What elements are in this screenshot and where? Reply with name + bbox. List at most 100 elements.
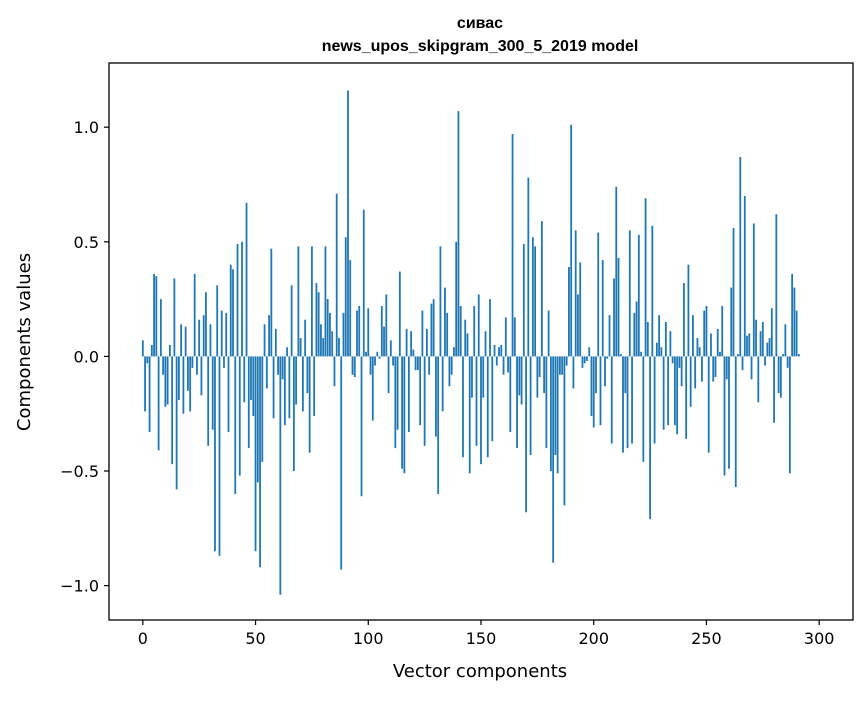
bar-271 (752, 223, 755, 357)
bar-171 (527, 177, 530, 357)
bar-107 (383, 326, 385, 357)
bar-30 (209, 324, 212, 357)
bar-184 (556, 356, 559, 474)
bar-200 (592, 356, 595, 428)
bar-40 (232, 269, 234, 357)
bar-242 (687, 264, 690, 357)
bar-258 (723, 356, 726, 476)
bar-1 (144, 356, 146, 412)
bar-218 (633, 312, 636, 357)
bar-252 (710, 333, 712, 357)
bar-199 (590, 356, 593, 416)
bar-96 (358, 305, 361, 357)
bar-237 (676, 356, 679, 435)
bar-6 (155, 276, 158, 357)
plot-frame (108, 62, 854, 621)
bar-163 (509, 356, 512, 433)
bar-129 (432, 299, 435, 357)
bar-154 (489, 299, 491, 357)
y-tick-label: −0.5 (60, 462, 99, 481)
bar-127 (428, 356, 431, 375)
bar-20 (187, 356, 189, 391)
bar-124 (421, 310, 424, 357)
bar-55 (265, 356, 268, 389)
bar-69 (297, 246, 300, 357)
bar-280 (773, 356, 775, 423)
bar-286 (786, 356, 789, 368)
bar-138 (453, 347, 455, 357)
bar-47 (247, 356, 250, 449)
bar-283 (779, 356, 782, 398)
y-tick-label: 0.0 (74, 347, 99, 366)
bar-97 (360, 356, 363, 497)
bar-164 (511, 134, 514, 357)
bar-261 (730, 287, 733, 357)
bar-224 (646, 322, 649, 357)
bar-27 (202, 315, 205, 357)
bar-132 (439, 246, 442, 357)
bar-238 (678, 356, 681, 368)
bar-158 (498, 347, 500, 357)
bar-32 (214, 356, 216, 552)
bar-104 (376, 351, 379, 357)
bar-18 (182, 356, 185, 414)
bar-248 (701, 356, 703, 382)
bar-220 (637, 234, 640, 357)
bar-162 (507, 356, 509, 373)
bar-118 (407, 356, 410, 433)
bar-16 (177, 356, 180, 400)
bar-173 (531, 237, 534, 357)
bar-62 (281, 356, 284, 380)
bar-266 (741, 356, 744, 371)
bar-82 (326, 299, 329, 357)
bar-146 (471, 356, 473, 398)
bar-77 (315, 283, 318, 357)
bar-101 (369, 356, 372, 375)
bar-182 (552, 356, 555, 563)
bar-198 (588, 347, 591, 357)
bar-37 (225, 312, 228, 357)
bar-102 (371, 356, 374, 421)
bar-122 (416, 356, 419, 371)
bar-284 (782, 354, 785, 357)
bar-197 (586, 356, 588, 361)
bar-250 (705, 305, 708, 357)
bar-262 (732, 228, 735, 357)
bar-175 (536, 356, 539, 398)
bar-72 (304, 319, 307, 357)
bar-188 (565, 356, 568, 366)
bar-136 (448, 356, 451, 387)
bar-288 (791, 273, 794, 357)
y-tick-label: 0.5 (74, 233, 99, 252)
bar-172 (529, 356, 532, 455)
bar-157 (495, 356, 498, 366)
bar-45 (243, 356, 246, 403)
bar-68 (295, 356, 298, 405)
bar-38 (227, 356, 230, 433)
bar-183 (554, 356, 557, 455)
bar-80 (322, 338, 325, 357)
bar-168 (520, 356, 523, 405)
bar-126 (425, 328, 428, 357)
bar-210 (615, 186, 618, 357)
bar-287 (788, 356, 791, 474)
bar-117 (405, 328, 408, 357)
bar-225 (649, 356, 651, 520)
bar-139 (455, 241, 458, 357)
x-tick-label: 300 (804, 629, 835, 648)
bar-42 (236, 244, 239, 357)
bar-239 (680, 356, 683, 387)
bar-103 (374, 356, 376, 366)
bar-65 (288, 356, 291, 419)
bar-128 (430, 303, 433, 357)
bar-99 (365, 351, 367, 357)
bar-192 (574, 230, 577, 357)
bar-228 (655, 342, 658, 357)
bar-148 (475, 356, 478, 446)
bar-259 (725, 356, 728, 380)
bar-133 (441, 356, 444, 412)
bar-4 (150, 344, 153, 357)
bar-276 (764, 356, 766, 366)
bar-119 (410, 331, 413, 357)
bar-79 (320, 324, 322, 357)
